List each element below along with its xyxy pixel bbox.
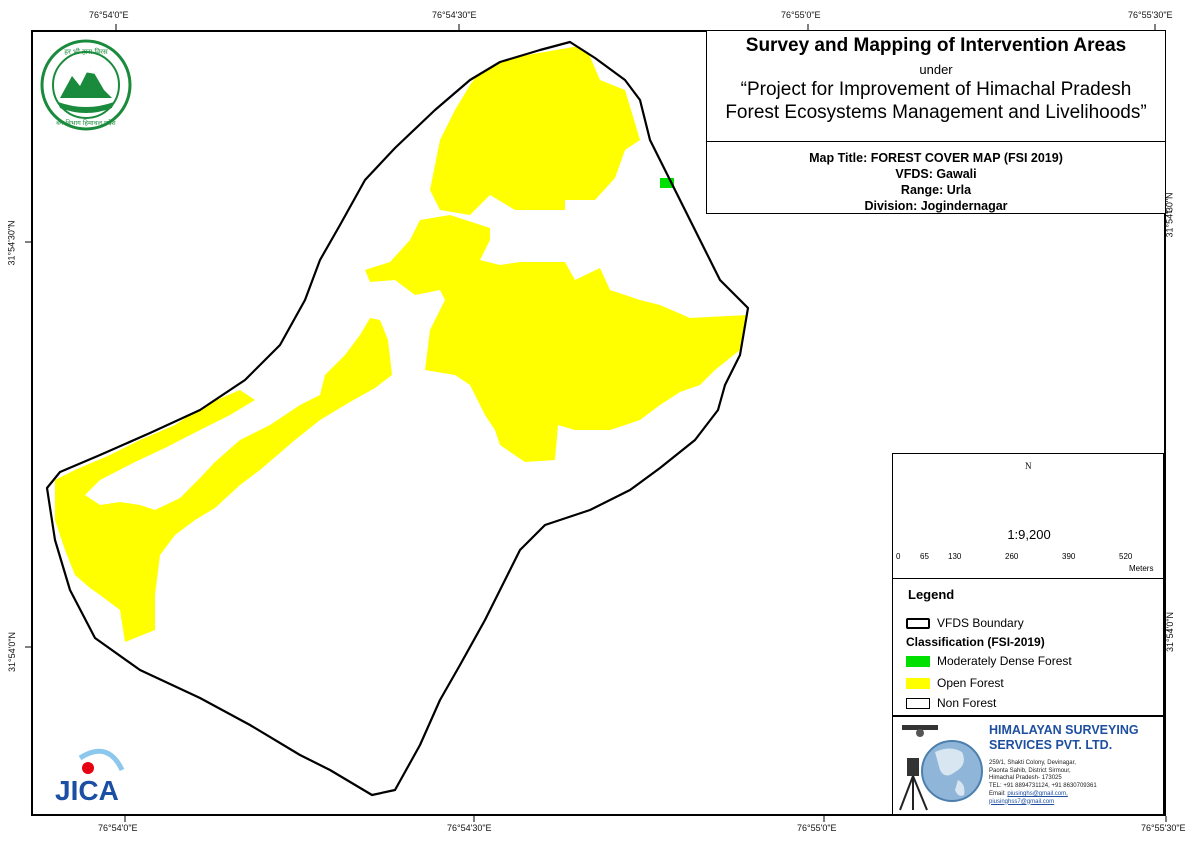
legend-item-open-forest: Open Forest	[906, 676, 1004, 690]
scale-tick-65: 65	[920, 552, 929, 561]
scale-ratio: 1:9,200	[1007, 527, 1051, 542]
legend-classification-title: Classification (FSI-2019)	[906, 635, 1045, 649]
address-line3: Himachal Pradesh- 173025	[989, 775, 1062, 782]
legend-boundary-label: VFDS Boundary	[937, 616, 1024, 630]
company-name: HIMALAYAN SURVEYING SERVICES PVT. LTD.	[989, 723, 1139, 753]
project-title-line1: “Project for Improvement of Himachal Pra…	[740, 79, 1132, 100]
open-forest-areas	[55, 45, 748, 642]
legend-item-non-forest: Non Forest	[906, 696, 996, 710]
legend-label-non-forest: Non Forest	[937, 696, 997, 710]
scale-tick-390: 390	[1062, 552, 1076, 561]
map-main-title: Survey and Mapping of Intervention Areas	[745, 35, 1127, 56]
scale-tick-0: 0	[896, 552, 901, 561]
company-name-line2: SERVICES PVT. LTD.	[989, 738, 1113, 752]
scale-tick-260: 260	[1005, 552, 1019, 561]
email-label: Email:	[989, 790, 1006, 797]
bottom-coord-2: 76°54'30"E	[447, 823, 492, 833]
company-name-line1: HIMALAYAN SURVEYING	[989, 723, 1139, 737]
address-line1: 259/1, Shakti Colony, Devinagar,	[989, 760, 1076, 766]
legend-label-open-forest: Open Forest	[937, 676, 1004, 690]
svg-text:हर भी हारा विरस: हर भी हारा विरस	[64, 47, 108, 56]
project-title-line2: Forest Ecosystems Management and Livelih…	[725, 102, 1147, 123]
division-name: Division: Jogindernagar	[864, 199, 1008, 213]
scale-tick-130: 130	[948, 552, 962, 561]
open-forest-north	[430, 45, 640, 215]
moderately-dense-forest-patch	[660, 178, 674, 188]
company-panel: HIMALAYAN SURVEYING SERVICES PVT. LTD. 2…	[892, 716, 1164, 816]
legend-boundary: VFDS Boundary	[906, 616, 1024, 630]
moderately-dense-swatch	[906, 655, 930, 667]
address-email-2: piusinghss7@gmail.com	[989, 799, 1097, 807]
open-forest-swatch	[906, 677, 930, 689]
range-name: Range: Urla	[900, 183, 972, 197]
legend-panel: Legend VFDS Boundary Classification (FSI…	[892, 578, 1164, 716]
bottom-coord-4: 76°55'30"E	[1141, 823, 1186, 833]
scale-tick-520: 520	[1119, 552, 1133, 561]
bottom-coord-3: 76°55'0"E	[797, 823, 837, 833]
map-info-panel: Map Title: FOREST COVER MAP (FSI 2019) V…	[706, 141, 1166, 214]
map-title: Map Title: FOREST COVER MAP (FSI 2019)	[809, 151, 1063, 165]
top-coord-1: 76°54'0"E	[89, 10, 129, 20]
project-title: “Project for Improvement of Himachal Pra…	[707, 78, 1165, 124]
non-forest-swatch	[906, 697, 930, 709]
legend-label-moderately-dense: Moderately Dense Forest	[937, 654, 1072, 668]
svg-text:JICA: JICA	[55, 775, 119, 806]
company-address: 259/1, Shakti Colony, Devinagar, Paonta …	[989, 760, 1097, 806]
north-label: N	[1025, 461, 1032, 471]
top-coord-4: 76°55'30"E	[1128, 10, 1173, 20]
title-panel: Survey and Mapping of Intervention Areas…	[706, 30, 1166, 142]
open-forest-central	[365, 215, 748, 462]
forest-department-logo: हर भी हारा विरस वन विभाग हिमाचल प्रदेश	[40, 39, 132, 131]
coordinate-tick-marks	[25, 24, 1172, 822]
title-under: under	[919, 62, 953, 77]
email-link-1[interactable]: piusinghs@gmail.com,	[1007, 790, 1068, 797]
email-link-2[interactable]: piusinghss7@gmail.com	[989, 798, 1055, 805]
vfds-boundary	[45, 40, 750, 797]
scale-unit: Meters	[1129, 564, 1154, 573]
boundary-swatch	[906, 617, 930, 629]
classification-title-text: Classification (FSI-2019)	[906, 635, 1045, 649]
address-line2: Paonta Sahib, District Sirmour,	[989, 767, 1071, 774]
company-logo	[899, 725, 983, 811]
bottom-coord-1: 76°54'0"E	[98, 823, 138, 833]
legend-item-moderately-dense: Moderately Dense Forest	[906, 654, 1072, 668]
legend-title: Legend	[908, 587, 955, 602]
vfds-name: VFDS: Gawali	[895, 167, 977, 181]
jica-logo: JICA	[55, 748, 125, 806]
address-phone: TEL: +91 8894731124, +91 8630709361	[989, 783, 1097, 790]
open-forest-south-band	[55, 318, 392, 642]
top-coord-3: 76°55'0"E	[781, 10, 821, 20]
svg-text:वन विभाग हिमाचल प्रदेश: वन विभाग हिमाचल प्रदेश	[56, 119, 116, 127]
top-coord-2: 76°54'30"E	[432, 10, 477, 20]
scale-panel: N 1:9,200 0 65 130 260 390 520 Meters	[892, 453, 1164, 579]
address-email: Email: piusinghs@gmail.com,	[989, 791, 1097, 799]
